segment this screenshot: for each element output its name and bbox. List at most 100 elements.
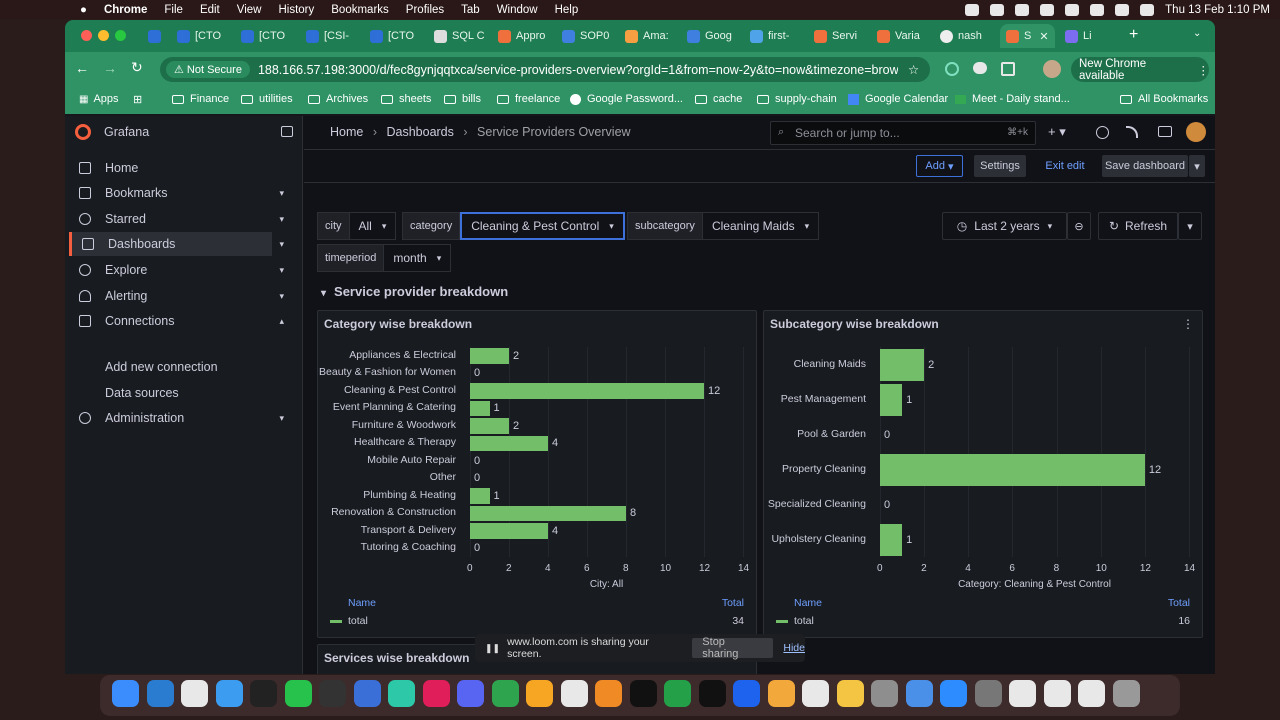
menu-history[interactable]: History xyxy=(278,3,315,16)
category-breakdown-panel[interactable]: Category wise breakdown Name Total total… xyxy=(317,310,757,638)
control-center-icon[interactable] xyxy=(1140,3,1155,16)
nav-administration[interactable]: Administration ▾ xyxy=(69,406,284,430)
bookmark-meet[interactable]: Meet - Daily stand... xyxy=(955,93,1070,105)
battery-icon[interactable] xyxy=(1065,3,1080,16)
profile-avatar[interactable] xyxy=(1043,60,1061,78)
dock-app-icon[interactable] xyxy=(457,680,484,707)
legend-name-header[interactable]: Name xyxy=(794,597,823,609)
bookmark-google-password[interactable]: Google Password... xyxy=(570,93,683,105)
extension-icon[interactable] xyxy=(945,62,959,76)
chart-bar[interactable] xyxy=(470,348,509,364)
user-avatar[interactable] xyxy=(1186,122,1206,142)
breadcrumb-dashboards[interactable]: Dashboards xyxy=(386,125,454,139)
tab[interactable]: SQL C xyxy=(434,24,484,48)
legend-series-name[interactable]: total xyxy=(794,615,814,627)
news-feed-icon[interactable] xyxy=(1126,126,1138,138)
chevron-up-icon[interactable]: ▴ xyxy=(279,315,284,326)
bookmark-google-calendar[interactable]: Google Calendar xyxy=(848,93,948,105)
chevron-down-icon[interactable]: ▾ xyxy=(279,264,284,275)
bookmark-cache[interactable]: cache xyxy=(695,93,742,105)
dock-app-icon[interactable] xyxy=(664,680,691,707)
dock-app-icon[interactable] xyxy=(491,680,519,707)
bluetooth-icon[interactable] xyxy=(1040,3,1055,16)
dock-app-icon[interactable] xyxy=(1078,680,1105,707)
save-options-chevron-icon[interactable]: ▾ xyxy=(1189,155,1205,177)
spotlight-icon[interactable] xyxy=(1115,3,1130,16)
zoom-out-icon[interactable]: ⊖ xyxy=(1067,212,1091,240)
chevron-down-icon[interactable]: ▾ xyxy=(279,238,284,249)
tab-groups-icon[interactable]: ⊞ xyxy=(133,94,143,106)
tab[interactable]: Appro xyxy=(498,24,548,48)
dock-app-icon[interactable] xyxy=(388,680,415,707)
extensions-puzzle-icon[interactable] xyxy=(1001,62,1015,76)
zoom-status-icon[interactable] xyxy=(990,3,1005,16)
search-input[interactable]: ⌕ Search or jump to... ⌘+k xyxy=(770,121,1036,145)
close-tab-icon[interactable]: ✕ xyxy=(1039,30,1049,43)
dock-app-icon[interactable] xyxy=(284,680,312,707)
dock-menu-icon[interactable] xyxy=(281,126,293,137)
dock-app-icon[interactable] xyxy=(733,680,760,707)
legend-name-header[interactable]: Name xyxy=(348,597,377,609)
chart-bar[interactable] xyxy=(470,383,704,399)
new-tab-button[interactable]: + xyxy=(1129,26,1139,43)
chart-bar[interactable] xyxy=(470,400,490,416)
menu-file[interactable]: File xyxy=(164,3,183,16)
new-menu-button[interactable]: + ▾ xyxy=(1048,124,1066,139)
bookmark-finance[interactable]: Finance xyxy=(172,93,229,105)
chevron-down-icon[interactable]: ▾ xyxy=(279,290,284,301)
more-menu-icon[interactable]: ⋮ xyxy=(1197,64,1210,77)
status-icon[interactable] xyxy=(965,3,980,16)
dock-app-icon[interactable] xyxy=(871,680,898,707)
dock-app-icon[interactable] xyxy=(353,680,381,707)
chart-bar[interactable] xyxy=(470,488,490,504)
dock-app-icon[interactable] xyxy=(1009,680,1036,707)
minimize-window-button[interactable] xyxy=(98,30,109,41)
bookmark-sheets[interactable]: sheets xyxy=(381,93,431,105)
bookmark-archives[interactable]: Archives xyxy=(308,93,368,105)
row-collapse-chevron-icon[interactable]: ▾ xyxy=(321,288,327,299)
tab[interactable]: Ama: xyxy=(625,24,675,48)
breadcrumb-home[interactable]: Home xyxy=(330,125,364,139)
nav-home[interactable]: Home xyxy=(69,156,272,180)
dock-app-icon[interactable] xyxy=(767,680,795,707)
new-chrome-available-button[interactable]: New Chrome available ⋮ xyxy=(1071,57,1209,82)
nav-starred[interactable]: Starred ▾ xyxy=(69,207,284,231)
chart-bar[interactable] xyxy=(470,523,548,539)
cloud-extension-icon[interactable] xyxy=(973,62,987,74)
nav-alerting[interactable]: Alerting ▾ xyxy=(69,284,284,308)
dock-app-icon[interactable] xyxy=(319,680,346,707)
cloud-icon[interactable] xyxy=(1015,3,1030,16)
refresh-button[interactable]: ↻ Refresh xyxy=(1098,212,1178,240)
menu-bookmarks[interactable]: Bookmarks xyxy=(331,3,389,16)
chart-bar[interactable] xyxy=(880,453,1145,486)
dock-app-icon[interactable] xyxy=(526,680,553,707)
chart-bar[interactable] xyxy=(470,505,626,521)
dock-app-icon[interactable] xyxy=(560,680,588,707)
apple-icon[interactable]: ● xyxy=(80,3,87,16)
chart-bar[interactable] xyxy=(470,435,548,451)
tab[interactable] xyxy=(148,24,168,48)
tab[interactable]: Varia xyxy=(877,24,927,48)
dock-app-icon[interactable] xyxy=(1112,680,1140,707)
bookmark-apps[interactable]: ▦ Apps xyxy=(79,93,119,105)
nav-explore[interactable]: Explore ▾ xyxy=(69,258,284,282)
tab[interactable]: Servi xyxy=(814,24,864,48)
nav-bookmarks[interactable]: Bookmarks ▾ xyxy=(69,181,284,205)
chart-bar[interactable] xyxy=(880,383,903,416)
wifi-icon[interactable] xyxy=(1090,3,1105,16)
variable-category-select[interactable]: Cleaning & Pest Control ▾ xyxy=(460,212,625,240)
tab[interactable]: nash xyxy=(940,24,990,48)
nav-add-new-connection[interactable]: Add new connection xyxy=(105,360,218,374)
forward-button[interactable]: → xyxy=(103,60,117,76)
menu-window[interactable]: Window xyxy=(496,3,538,16)
menu-profiles[interactable]: Profiles xyxy=(405,3,445,16)
save-dashboard-button[interactable]: Save dashboard xyxy=(1102,155,1188,177)
panel-menu-icon[interactable]: ⋮ xyxy=(1182,317,1194,331)
not-secure-badge[interactable]: ⚠ Not Secure xyxy=(166,61,250,78)
nav-data-sources[interactable]: Data sources xyxy=(105,386,179,400)
exit-edit-button[interactable]: Exit edit xyxy=(1045,160,1085,172)
menu-edit[interactable]: Edit xyxy=(199,3,220,16)
help-icon[interactable] xyxy=(1096,126,1109,139)
dock-app-icon[interactable] xyxy=(112,680,139,707)
dock-app-icon[interactable] xyxy=(595,680,622,707)
